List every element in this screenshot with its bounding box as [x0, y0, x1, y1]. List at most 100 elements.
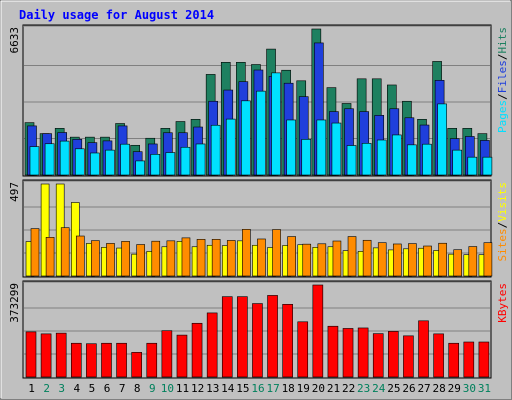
bar-sites-day-7 — [121, 241, 130, 277]
bar-pages-day-3 — [59, 140, 70, 176]
x-tick-label: 21 — [327, 382, 340, 395]
x-tick-label: 2 — [43, 382, 50, 395]
bar-sites-day-20 — [317, 243, 327, 277]
bar-kbytes-day-4 — [70, 342, 82, 378]
bar-kbytes-day-16 — [252, 303, 263, 378]
bar-sites-day-26 — [408, 243, 417, 277]
bar-kbytes-day-2 — [40, 333, 52, 378]
bar-kbytes-day-18 — [282, 303, 293, 378]
x-tick-label: 24 — [372, 382, 386, 395]
x-tick-label: 6 — [104, 382, 111, 395]
bar-sites-day-9 — [151, 240, 161, 277]
bar-kbytes-day-12 — [191, 322, 203, 378]
bar-pages-day-17 — [271, 72, 281, 176]
bar-kbytes-day-14 — [221, 296, 233, 378]
bar-pages-day-7 — [120, 143, 130, 176]
y-axis-max-label: 373299 — [8, 283, 21, 323]
bar-kbytes-day-15 — [237, 296, 248, 378]
bar-pages-day-12 — [195, 143, 206, 176]
bar-pages-day-6 — [105, 149, 115, 176]
bar-sites-day-17 — [272, 229, 281, 277]
bar-pages-day-28 — [437, 103, 447, 176]
bar-kbytes-day-25 — [388, 331, 399, 378]
bar-pages-day-21 — [331, 122, 342, 176]
x-tick-label: 9 — [149, 382, 156, 395]
x-tick-label: 7 — [119, 382, 126, 395]
x-tick-label: 4 — [74, 382, 81, 395]
bar-pages-day-18 — [286, 119, 296, 176]
bar-pages-day-15 — [241, 100, 251, 176]
bar-kbytes-day-5 — [86, 343, 97, 378]
bar-sites-day-30 — [468, 246, 478, 277]
bar-kbytes-day-10 — [161, 330, 173, 378]
x-tick-label: 12 — [191, 382, 204, 395]
legend-entry: Pages — [496, 100, 509, 133]
legend: KBytes — [496, 283, 509, 323]
x-tick-label: 3 — [58, 382, 65, 395]
x-tick-label: 31 — [478, 382, 491, 395]
bar-kbytes-day-22 — [342, 328, 354, 378]
bar-kbytes-day-11 — [176, 334, 188, 378]
x-tick-label: 27 — [417, 382, 430, 395]
bar-sites-day-10 — [166, 240, 176, 277]
legend-entry: / — [496, 222, 509, 229]
bar-pages-day-23 — [361, 143, 372, 176]
bar-sites-day-16 — [257, 238, 266, 277]
bar-pages-day-4 — [74, 148, 85, 176]
x-tick-label: 30 — [463, 382, 476, 395]
bar-kbytes-day-9 — [146, 342, 158, 378]
x-tick-label: 15 — [236, 382, 249, 395]
legend-entry: Hits — [496, 27, 509, 54]
bar-kbytes-day-28 — [433, 333, 444, 378]
bar-pages-day-13 — [210, 124, 221, 176]
bar-pages-day-10 — [165, 152, 176, 176]
bar-pages-day-1 — [29, 146, 40, 176]
legend-entry: / — [496, 93, 509, 100]
bar-sites-day-14 — [226, 240, 236, 277]
bar-kbytes-day-20 — [312, 284, 324, 378]
bar-kbytes-day-29 — [448, 342, 460, 378]
x-tick-label: 8 — [134, 382, 141, 395]
bar-sites-day-6 — [106, 243, 115, 277]
bar-sites-day-27 — [423, 245, 432, 277]
x-tick-label: 5 — [89, 382, 96, 395]
bar-pages-day-9 — [150, 154, 161, 176]
x-tick-label: 17 — [266, 382, 279, 395]
x-tick-label: 16 — [251, 382, 264, 395]
legend-entry: / — [496, 54, 509, 61]
panel-kbytes: 373299 KBytes — [8, 280, 509, 379]
bar-kbytes-day-31 — [478, 341, 490, 378]
chart-title: Daily usage for August 2014 — [19, 8, 214, 22]
chart-panels: 6633Pages/Files/Hits497Sites/Visits37329… — [8, 24, 509, 379]
bar-kbytes-day-30 — [463, 341, 475, 378]
bar-sites-day-29 — [453, 249, 463, 277]
bar-pages-day-25 — [392, 134, 402, 176]
bar-pages-day-20 — [316, 119, 327, 176]
bar-sites-day-13 — [211, 239, 221, 277]
bar-pages-day-2 — [44, 143, 55, 176]
bar-sites-day-31 — [483, 242, 493, 277]
bar-pages-day-22 — [346, 145, 357, 176]
bar-kbytes-day-8 — [131, 352, 142, 378]
x-tick-label: 26 — [402, 382, 415, 395]
bar-sites-day-3 — [60, 227, 70, 277]
bar-kbytes-day-1 — [25, 331, 37, 378]
bar-pages-day-5 — [90, 152, 100, 176]
bar-sites-day-22 — [347, 236, 357, 277]
x-tick-label: 14 — [221, 382, 235, 395]
x-tick-label: 19 — [297, 382, 310, 395]
bar-pages-day-19 — [301, 139, 312, 176]
x-axis: 1 2 3 4 5 6 7 8 9 10 11 12 13 14 15 16 17 18 19 20 21 22 23 24 2… — [28, 382, 491, 395]
bar-kbytes-day-23 — [357, 327, 369, 378]
bar-kbytes-day-17 — [267, 295, 278, 378]
bar-sites-day-1 — [30, 228, 40, 277]
bar-pages-day-29 — [452, 149, 463, 176]
x-tick-label: 11 — [176, 382, 189, 395]
bar-sites-day-15 — [242, 229, 251, 277]
x-tick-label: 22 — [342, 382, 355, 395]
bar-kbytes-day-24 — [372, 333, 384, 378]
bar-sites-day-28 — [438, 242, 447, 277]
bar-pages-day-24 — [376, 139, 387, 176]
legend: Sites/Visits — [496, 182, 509, 262]
